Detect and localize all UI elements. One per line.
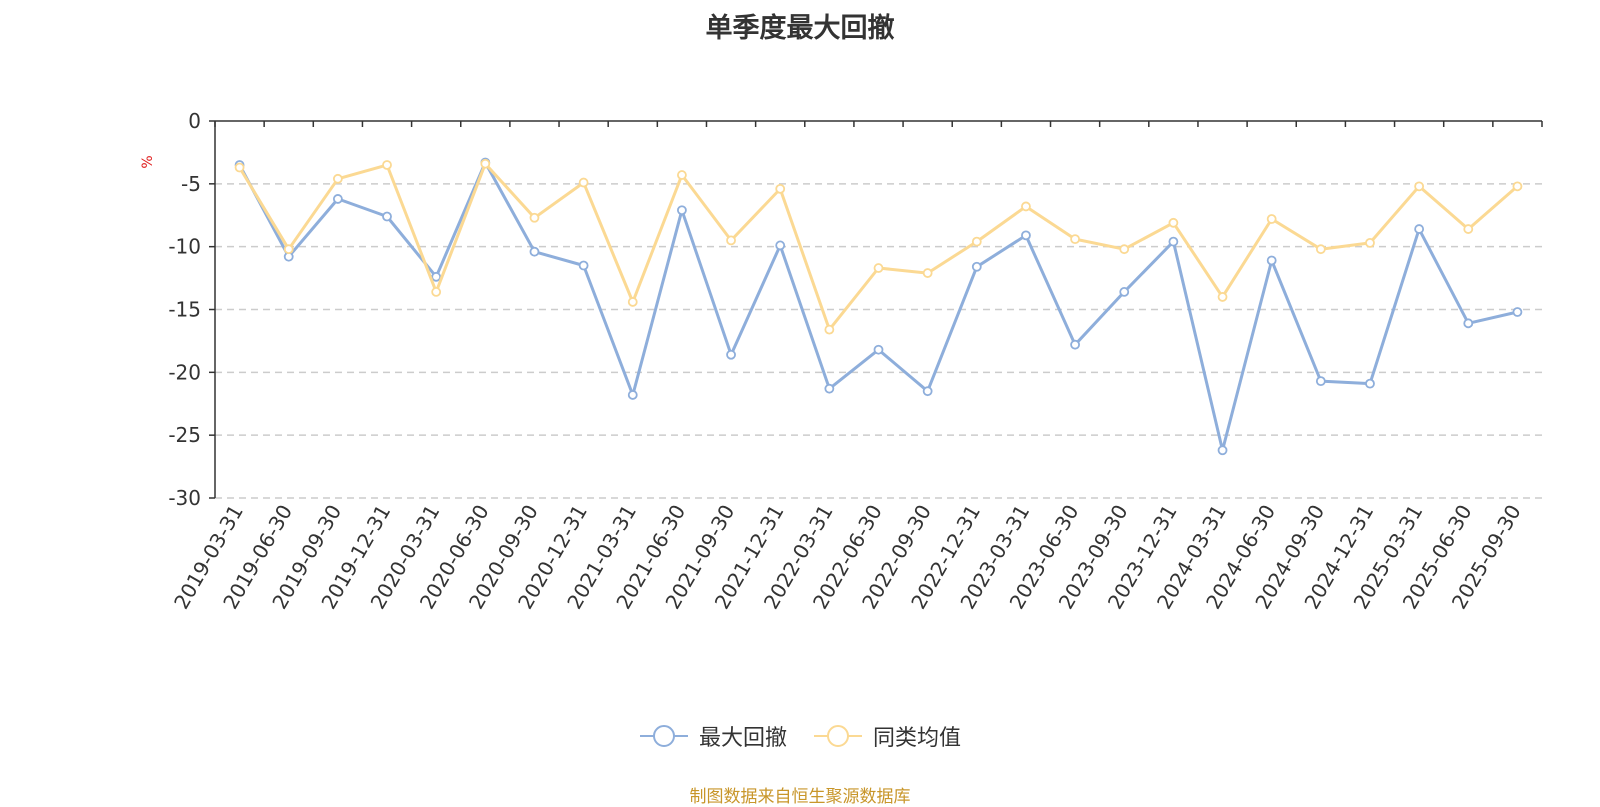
y-tick-label: -30 bbox=[168, 486, 201, 510]
grid-lines bbox=[215, 183, 1542, 499]
series-2-point bbox=[1217, 292, 1228, 302]
y-unit-label: % bbox=[140, 155, 156, 168]
axes bbox=[209, 120, 1543, 499]
series-2-point bbox=[873, 263, 884, 273]
legend-item-series1[interactable]: 最大回撤 bbox=[639, 720, 787, 752]
series-1-point bbox=[1512, 307, 1523, 317]
series-2-point bbox=[382, 160, 392, 170]
series-1-point bbox=[1315, 376, 1326, 387]
legend-item-series2[interactable]: 同类均值 bbox=[813, 720, 961, 752]
series-2-point bbox=[922, 268, 933, 278]
series-2-point bbox=[431, 287, 442, 297]
chart-title: 单季度最大回撤 bbox=[705, 13, 895, 44]
series-2-point bbox=[1168, 217, 1179, 228]
series-2-point bbox=[332, 173, 343, 184]
series-2-point bbox=[1463, 224, 1474, 234]
y-tick-label: -20 bbox=[168, 360, 201, 384]
tick-labels: 0-5-10-15-20-25-302019-03-312019-06-3020… bbox=[140, 109, 1526, 613]
series-2-point bbox=[1414, 181, 1425, 192]
series-2-point bbox=[529, 212, 540, 223]
series-1-point bbox=[1119, 287, 1130, 297]
legend-series1-label: 最大回撤 bbox=[698, 726, 787, 751]
series-2-point bbox=[1512, 181, 1523, 192]
legend-series2-swatch bbox=[814, 725, 862, 747]
series-1-point bbox=[1365, 378, 1375, 389]
legend-series2-label: 同类均值 bbox=[873, 726, 962, 751]
y-tick-label: -25 bbox=[168, 423, 201, 447]
series-2-point bbox=[971, 236, 982, 247]
series-1-point bbox=[1463, 318, 1474, 329]
series-2-point bbox=[1070, 234, 1080, 245]
y-tick-label: 0 bbox=[188, 109, 201, 133]
series-1-point bbox=[332, 194, 343, 204]
series-1-point bbox=[1266, 255, 1277, 266]
series-1-point bbox=[431, 271, 442, 282]
series-2-point bbox=[1021, 201, 1031, 212]
series-1-point bbox=[578, 260, 589, 271]
series-1-point bbox=[677, 205, 687, 216]
series-1-point bbox=[1070, 339, 1080, 350]
series-1-point bbox=[971, 261, 982, 272]
series-1-point bbox=[382, 211, 392, 222]
series-2-point bbox=[578, 177, 589, 188]
series-1-point bbox=[627, 390, 638, 400]
series-1-point bbox=[1021, 230, 1031, 241]
series-1-point bbox=[1217, 445, 1228, 456]
series-2-point bbox=[480, 158, 491, 169]
series-1-point bbox=[726, 349, 736, 360]
series-2-point bbox=[283, 244, 294, 255]
series-2-point bbox=[234, 162, 245, 173]
series-1-point bbox=[1414, 224, 1425, 234]
legend-series1-swatch bbox=[639, 725, 688, 747]
series-2-point bbox=[1119, 244, 1130, 255]
series-2-point bbox=[824, 324, 835, 335]
series-1-point bbox=[775, 240, 786, 251]
series-2-point bbox=[1365, 237, 1375, 248]
y-tick-label: -15 bbox=[168, 298, 201, 322]
series-1-point bbox=[873, 344, 884, 355]
series-line-1 bbox=[238, 161, 1518, 452]
y-tick-label: -5 bbox=[181, 172, 201, 196]
series-1-point bbox=[1168, 236, 1179, 247]
series-2-point bbox=[726, 235, 736, 246]
series-2-point bbox=[775, 183, 786, 194]
series-2-point bbox=[627, 297, 638, 307]
series-2-point bbox=[677, 170, 687, 180]
series-1-point bbox=[529, 246, 540, 257]
series-lines bbox=[234, 157, 1523, 456]
source-note: 制图数据来自恒生聚源数据库 bbox=[689, 787, 911, 807]
series-1-point bbox=[922, 386, 933, 397]
series-1-point bbox=[824, 383, 835, 394]
series-2-point bbox=[1266, 214, 1277, 224]
y-tick-label: -10 bbox=[168, 235, 201, 259]
series-2-point bbox=[1315, 244, 1326, 255]
legend: 最大回撤 同类均值 bbox=[0, 720, 1600, 752]
